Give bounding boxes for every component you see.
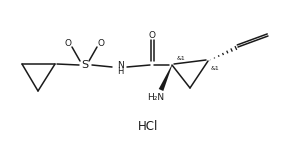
Text: O: O — [148, 32, 156, 41]
Polygon shape — [159, 65, 172, 91]
Text: HCl: HCl — [138, 119, 158, 132]
Text: H: H — [117, 67, 123, 77]
Text: H₂N: H₂N — [147, 92, 165, 102]
Text: N: N — [117, 62, 123, 70]
Text: O: O — [97, 38, 105, 48]
Text: O: O — [64, 38, 72, 48]
Text: &1: &1 — [177, 57, 186, 62]
Text: S: S — [81, 60, 89, 70]
Text: &1: &1 — [211, 66, 220, 70]
